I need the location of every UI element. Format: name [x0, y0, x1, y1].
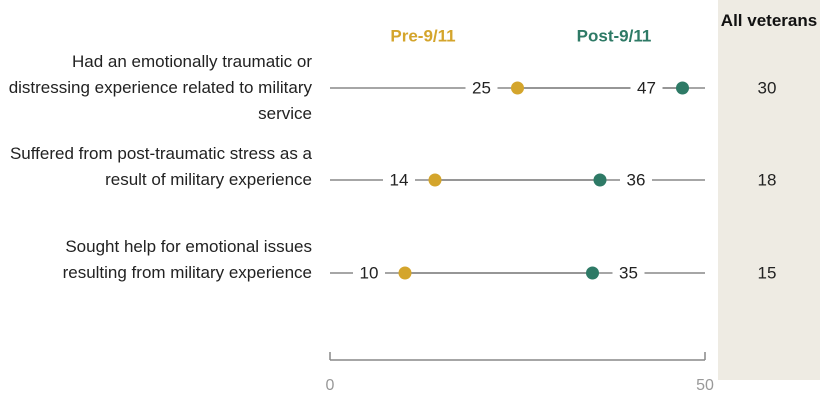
dot: [586, 266, 599, 280]
category-label: Had an emotionally traumatic or distress…: [8, 52, 312, 123]
dot: [676, 81, 689, 95]
label-bg: [353, 262, 385, 284]
category-label: Sought help for emotional issues resulti…: [62, 237, 312, 282]
x-tick-label: 0: [326, 377, 335, 394]
all-veterans-band: [718, 0, 820, 380]
all-veterans-value: 15: [758, 263, 777, 282]
dot: [593, 173, 607, 187]
value-label: 25: [472, 78, 491, 97]
dot: [511, 81, 524, 95]
all-veterans-header: All veterans: [720, 11, 818, 30]
dot: [398, 266, 412, 280]
dot: [428, 173, 442, 187]
label-bg: [612, 262, 645, 284]
value-label: 10: [360, 263, 379, 282]
label-bg: [383, 169, 415, 191]
label-bg: [465, 77, 498, 99]
value-label: 35: [619, 263, 638, 282]
value-label: 47: [637, 78, 656, 97]
legend-label: Pre-9/11: [390, 26, 455, 45]
all-veterans-value: 18: [758, 170, 777, 189]
all-veterans-value: 30: [758, 78, 777, 97]
x-tick-label: 50: [696, 377, 714, 394]
legend-label: Post-9/11: [577, 26, 652, 45]
label-bg: [620, 169, 652, 191]
value-label: 36: [627, 170, 646, 189]
value-label: 14: [390, 170, 409, 189]
category-label: Suffered from post-traumatic stress as a…: [9, 144, 312, 189]
label-bg: [630, 77, 663, 99]
